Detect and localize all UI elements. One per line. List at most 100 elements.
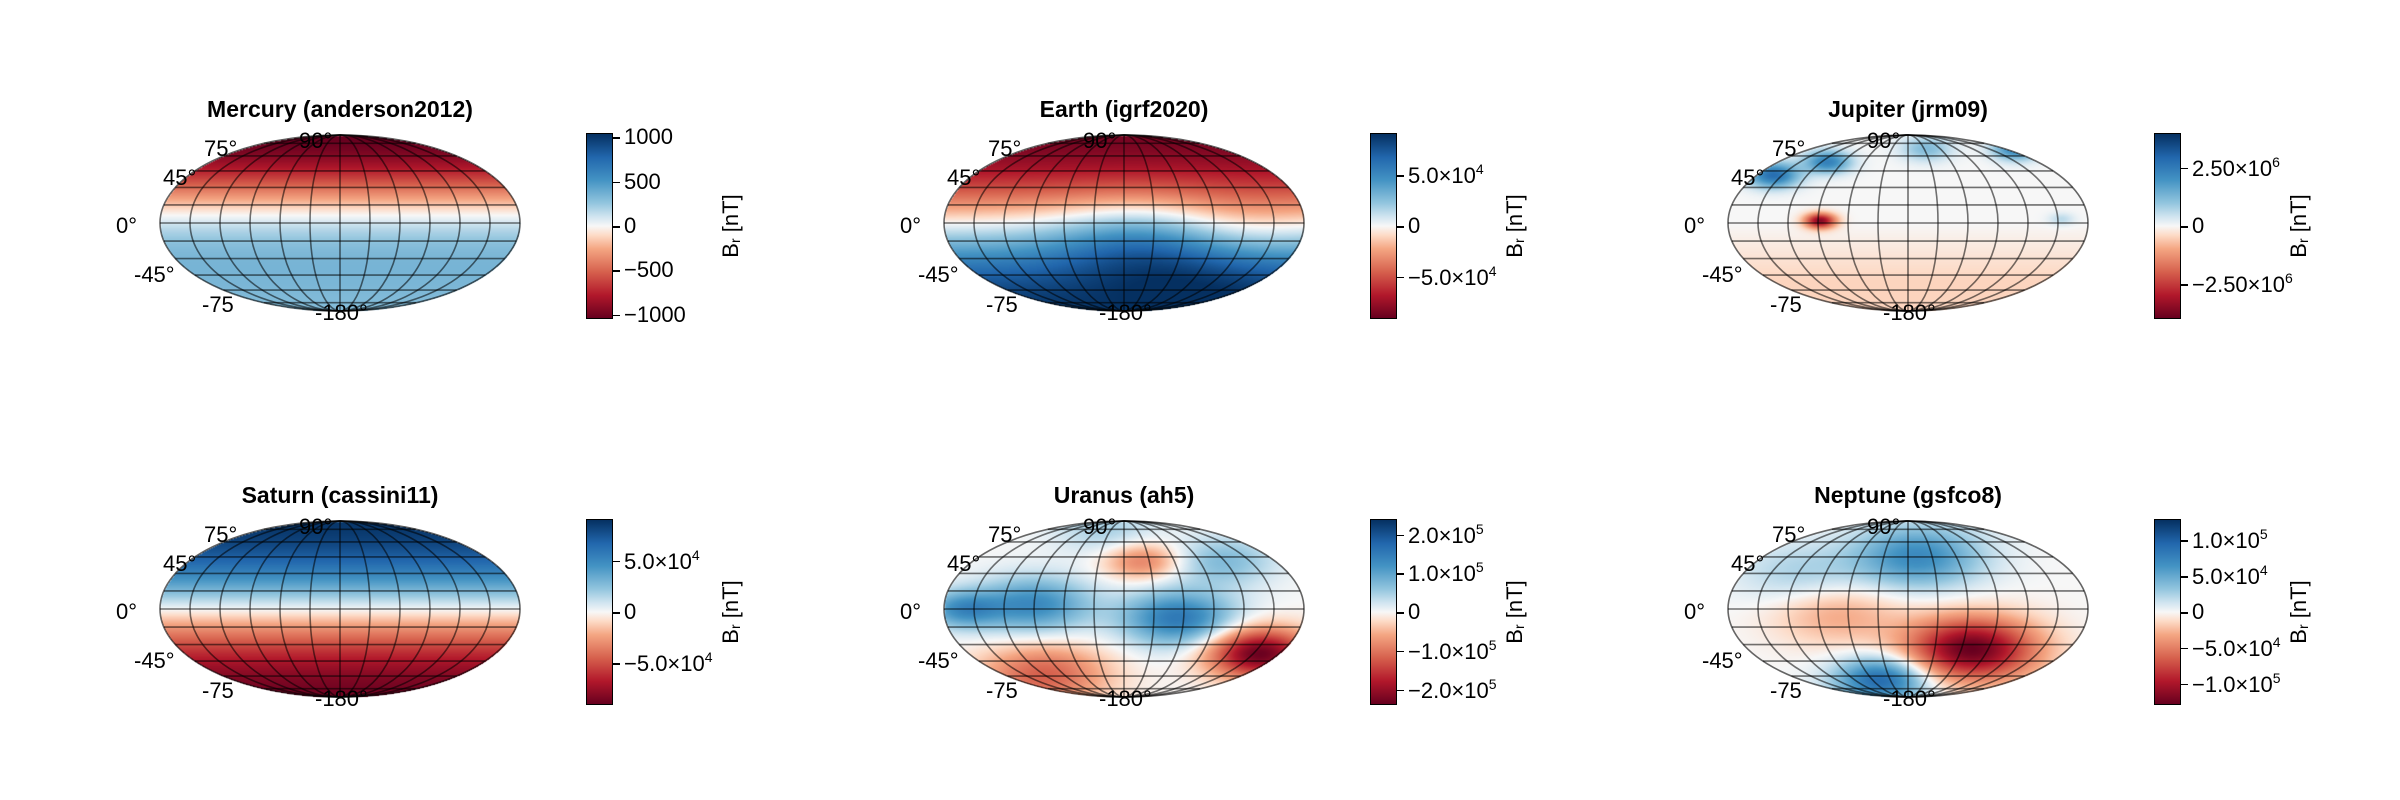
meridian-line [339,520,461,698]
axis-label-latm75: -75 [986,292,1018,317]
axis-label-lat45: 45° [947,165,981,190]
colorbar-tick [2181,540,2188,542]
colorbar-tick-label: 1000 [624,124,673,150]
colorbar-tick [613,270,620,272]
map-boundary [1727,520,2089,698]
graticule [159,520,521,698]
meridian-line [1093,134,1125,312]
colorbar-tick [1397,612,1404,614]
colorbar-tick [613,560,620,563]
meridian-line [309,134,341,312]
meridian-line [339,134,431,312]
panel-title: Mercury (anderson2012) [207,96,473,122]
meridian-line [1817,520,1909,698]
meridian-line [1907,134,1999,312]
meridian-line [1123,134,1275,312]
meridian-line [1033,134,1125,312]
axis-label-latm45: -45° [918,262,959,287]
colorbar [586,519,613,705]
colorbar-tick [613,181,620,184]
axis-label-lat75: 75° [204,522,238,547]
colorbar-tick-label: 5.0×104 [2192,562,2268,590]
meridian-line [1787,520,1909,698]
colorbar-tick-label: −1.0×105 [1408,636,1497,664]
colorbar-tick-label: 0 [1408,599,1421,624]
colorbar-tick [2181,683,2188,686]
graticule [943,520,1305,698]
meridian-line [1877,134,1909,312]
colorbar-label: Br [nT] [1502,194,1527,258]
meridian-line [1033,520,1125,698]
colorbar-tick [1397,534,1404,536]
colorbar-tick [613,137,620,139]
colorbar-tick [2181,576,2188,578]
colorbar-tick-label: −5.0×104 [1408,262,1497,290]
axis-label-lat90: 90° [1083,128,1117,153]
meridian-line [309,520,341,698]
meridian-line [279,134,341,312]
meridian-line [1123,520,1215,698]
meridian-line [1907,520,1999,698]
meridian-line [189,520,341,698]
axis-label-lat90: 90° [299,128,333,153]
colorbar-tick-label: 0 [624,599,637,624]
axis-label-lat90: 90° [299,514,333,539]
axis-label-lat90: 90° [1867,128,1901,153]
axis-label-lat90: 90° [1083,514,1117,539]
axis-label-latm75: -75 [202,292,234,317]
colorbar-tick [613,612,620,614]
graticule [159,134,521,312]
colorbar-tick [613,314,620,317]
axis-label-lat75: 75° [1772,136,1806,161]
meridian-line [189,134,341,312]
axis-label-lon: -180° [1883,300,1936,325]
meridian-line [1877,520,1909,698]
meridian-line [1123,520,1245,698]
colorbar-tick-label: −1000 [624,301,686,327]
axis-label-lat0: 0° [116,213,138,238]
axis-label-lat45: 45° [163,551,197,576]
meridian-line [1123,520,1275,698]
colorbar-tick [1397,650,1404,653]
colorbar-tick-label: 0 [624,213,637,238]
meridian-line [1907,134,2029,312]
axis-label-lon: -180° [1883,686,1936,711]
meridian-line [339,134,371,312]
axis-label-latm75: -75 [986,678,1018,703]
colorbar [1370,519,1397,705]
meridian-line [249,520,341,698]
axis-label-lat90: 90° [1867,514,1901,539]
meridian-line [1003,134,1125,312]
map-panel: Mercury (anderson2012) 90° 75° 45° 0° -45° -75… [0,0,784,386]
colorbar-label: Br [nT] [2286,580,2311,644]
meridian-line [219,520,341,698]
meridian-line [1063,520,1125,698]
meridian-line [279,520,341,698]
colorbar-tick-label: 1.0×105 [2192,526,2268,554]
axis-label-latm45: -45° [134,262,175,287]
meridian-line [1123,134,1245,312]
colorbar-tick-label: −500 [624,257,674,283]
axis-label-latm45: -45° [918,648,959,673]
axis-label-latm75: -75 [1770,292,1802,317]
meridian-line [1907,520,2059,698]
axis-label-lat45: 45° [1731,165,1765,190]
graticule [1727,134,2089,312]
meridian-line [1907,520,1969,698]
colorbar-label: Br [nT] [2286,194,2311,258]
panel-title: Earth (igrf2020) [1039,96,1209,122]
axis-label-lon: -180° [1099,300,1152,325]
colorbar [2154,133,2181,319]
panel-title: Saturn (cassini11) [241,482,439,508]
colorbar-label: Br [nT] [718,580,743,644]
colorbar-tick [2181,226,2188,228]
map-boundary [943,520,1305,698]
meridian-line [339,520,491,698]
colorbar-tick-label: −2.50×106 [2192,270,2293,298]
colorbar-tick-label: −1.0×105 [2192,669,2281,697]
colorbar-tick-label: 1.0×105 [1408,559,1484,587]
meridian-line [1123,520,1155,698]
colorbar-tick-label: 0 [2192,599,2205,624]
colorbar-tick-label: 2.50×106 [2192,153,2280,181]
